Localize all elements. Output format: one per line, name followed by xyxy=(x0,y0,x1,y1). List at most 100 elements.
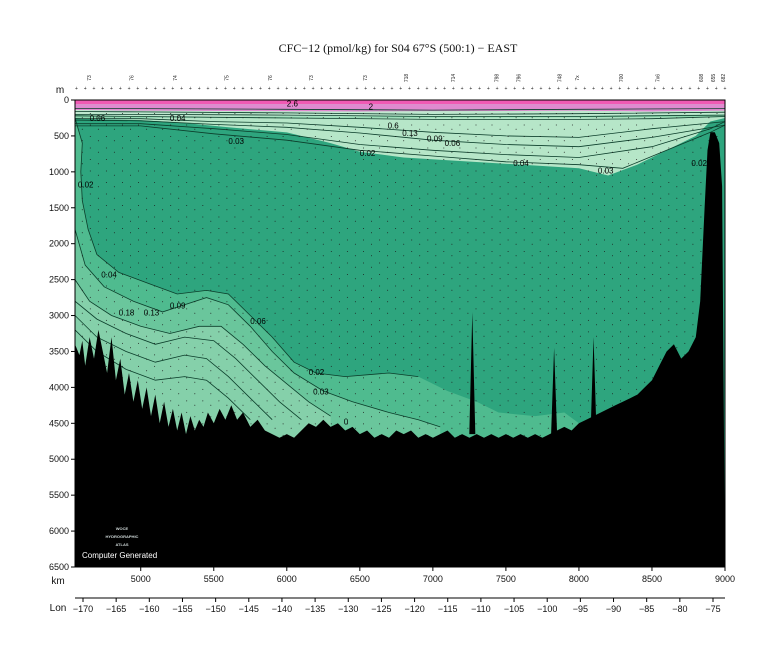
sample-dot xyxy=(202,400,204,402)
sample-dot xyxy=(652,285,654,287)
station-plus: + xyxy=(645,86,648,92)
sample-dot xyxy=(122,274,123,275)
sample-dot xyxy=(170,365,172,367)
sample-dot xyxy=(314,411,316,413)
deep-contour-0 xyxy=(75,117,419,378)
sample-dot xyxy=(692,255,694,257)
sample-dot xyxy=(451,174,453,176)
sample-dot xyxy=(660,347,662,349)
sample-dot xyxy=(178,186,180,188)
sample-dot xyxy=(250,377,252,379)
sample-dot xyxy=(684,182,686,183)
sample-dot xyxy=(563,324,565,326)
sample-dot xyxy=(387,232,389,234)
sample-dot xyxy=(226,209,228,211)
sample-dot xyxy=(290,163,292,165)
chart-title: CFC−12 (pmol/kg) for S04 67°S (500:1) − … xyxy=(279,41,518,55)
sample-dot xyxy=(636,319,638,321)
sample-dot xyxy=(290,186,292,188)
sample-dot xyxy=(539,342,541,344)
sample-dot xyxy=(146,140,148,142)
sample-dot xyxy=(443,251,445,252)
sample-dot xyxy=(644,370,646,372)
sample-dot xyxy=(459,205,461,206)
sample-dot xyxy=(218,113,220,114)
sample-dot xyxy=(242,404,244,406)
sample-dot xyxy=(515,209,517,211)
sample-dot xyxy=(162,381,164,383)
sample-dot xyxy=(443,113,445,114)
sample-dot xyxy=(539,216,541,218)
sample-dot xyxy=(596,324,597,326)
sample-dot xyxy=(186,193,188,195)
sample-dot xyxy=(628,209,630,211)
sample-dot xyxy=(547,393,549,395)
sample-dot xyxy=(451,301,453,303)
sample-dot xyxy=(338,117,340,119)
sample-dot xyxy=(138,159,139,160)
sample-dot xyxy=(523,296,525,298)
sample-dot xyxy=(539,262,541,264)
sample-dot xyxy=(491,308,493,310)
sample-dot xyxy=(226,324,228,326)
sample-dot xyxy=(555,182,557,183)
sample-dot xyxy=(146,117,148,119)
sample-dot xyxy=(146,335,148,337)
sample-dot xyxy=(234,274,236,275)
sample-dot xyxy=(242,232,244,234)
sample-dot xyxy=(652,377,654,379)
sample-dot xyxy=(435,255,437,257)
sample-dot xyxy=(604,113,605,114)
sample-dot xyxy=(620,388,622,390)
sample-dot xyxy=(539,193,541,195)
sample-dot xyxy=(483,117,485,119)
sample-dot xyxy=(587,136,589,137)
sample-dot xyxy=(266,354,268,356)
sample-dot xyxy=(89,274,91,275)
sample-dot xyxy=(571,182,573,183)
sample-dot xyxy=(419,255,421,257)
sample-dot xyxy=(604,159,605,160)
sample-dot xyxy=(306,220,308,222)
sample-dot xyxy=(483,312,485,314)
sample-dot xyxy=(467,128,469,130)
sample-dot xyxy=(170,331,172,333)
sample-dot xyxy=(628,289,630,291)
sample-dot xyxy=(676,312,678,314)
station-plus: + xyxy=(443,86,446,92)
sample-dot xyxy=(652,296,654,298)
sample-dot xyxy=(314,388,316,390)
sample-dot xyxy=(499,163,501,165)
sample-dot xyxy=(395,205,397,206)
sample-dot xyxy=(122,331,123,333)
sample-dot xyxy=(113,209,115,211)
sample-dot xyxy=(338,416,340,418)
sample-dot xyxy=(306,151,308,153)
contour-lines xyxy=(75,108,725,428)
station-plus: + xyxy=(93,86,96,92)
sample-dot xyxy=(89,251,91,252)
sample-dot xyxy=(218,205,220,206)
sample-dot xyxy=(652,159,654,160)
sample-dot xyxy=(531,301,533,303)
sample-dot xyxy=(459,319,461,321)
sample-dot xyxy=(515,347,517,349)
sample-dot xyxy=(379,113,381,114)
sample-dot xyxy=(451,370,453,372)
sample-dot xyxy=(178,220,180,222)
sample-dot xyxy=(491,354,493,356)
sample-dot xyxy=(483,404,485,406)
sample-dot xyxy=(97,278,99,280)
sample-dot xyxy=(571,147,573,149)
sample-dot xyxy=(620,136,622,137)
sample-dot xyxy=(170,205,172,206)
sample-dot xyxy=(636,136,638,137)
sample-dot xyxy=(306,335,308,337)
sample-dot xyxy=(290,197,292,199)
sample-dot xyxy=(684,319,686,321)
surface-band-3 xyxy=(75,114,725,118)
sample-dot xyxy=(459,193,461,195)
sample-dot xyxy=(443,342,445,344)
sample-dot xyxy=(668,285,670,287)
sample-dot xyxy=(467,140,469,142)
